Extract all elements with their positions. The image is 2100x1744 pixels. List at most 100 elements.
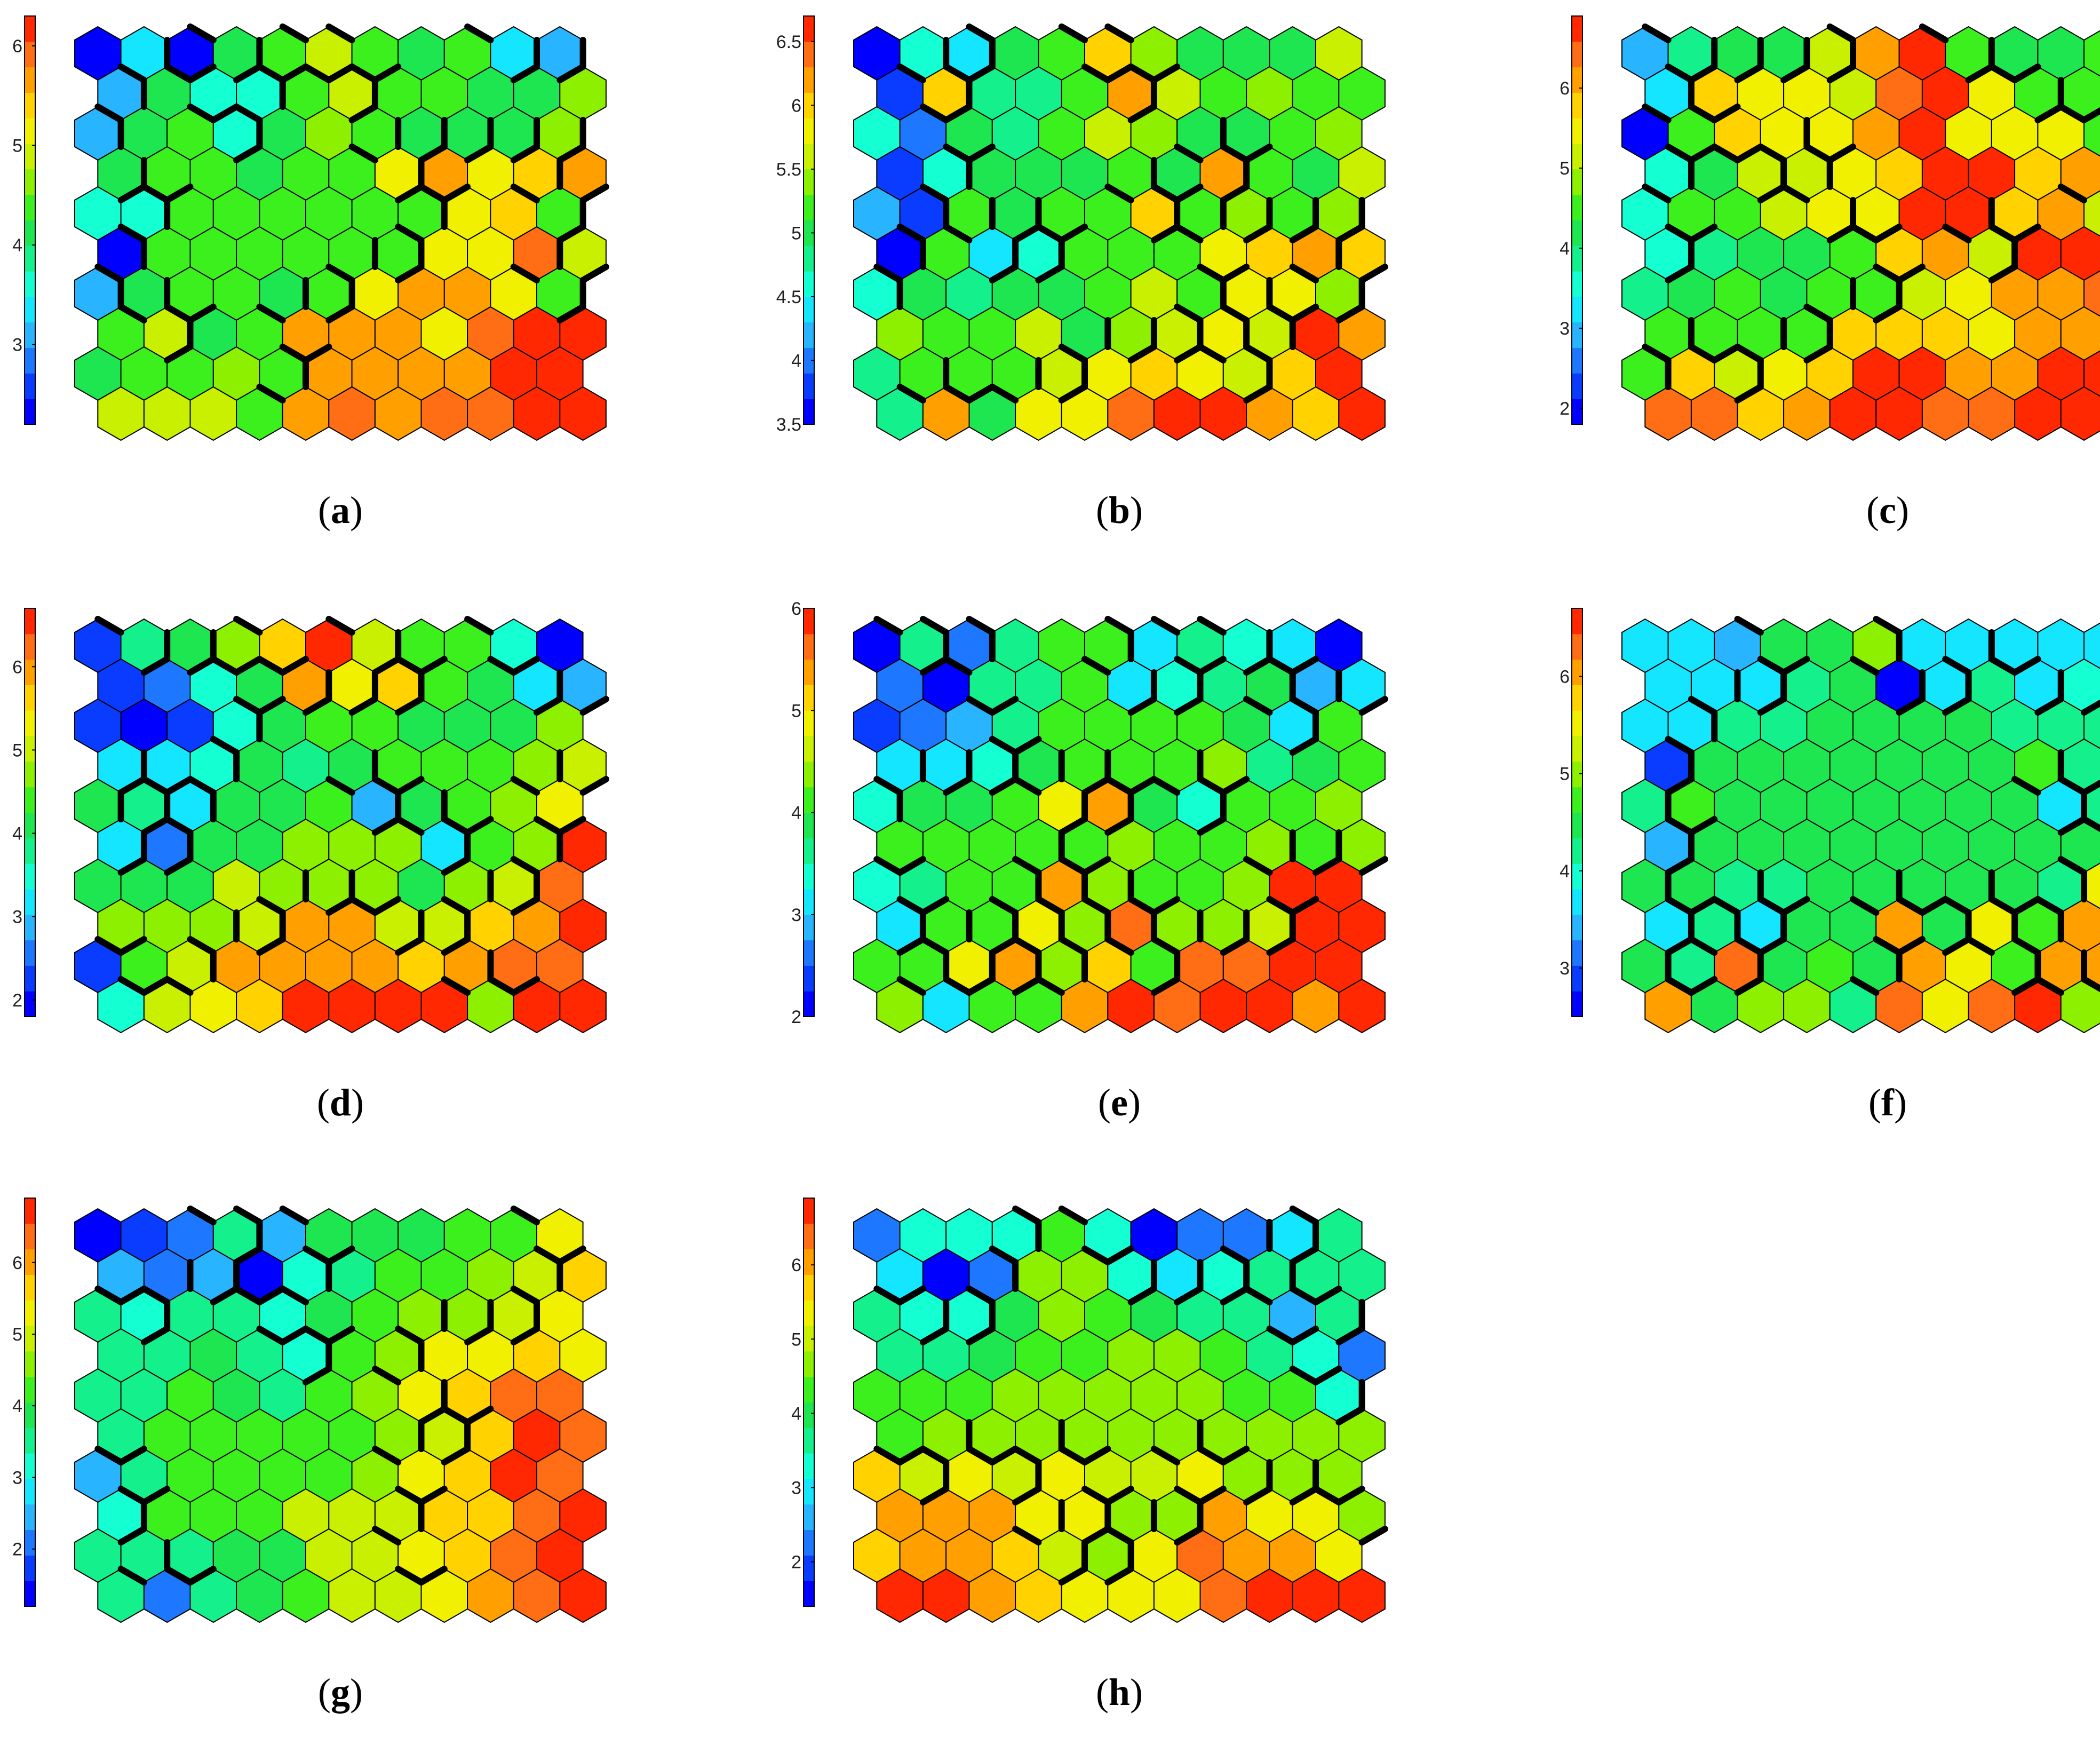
cluster-boundary (187, 656, 217, 676)
cluster-boundary (464, 1406, 494, 1425)
cluster-boundary (1081, 1446, 1111, 1465)
cluster-boundary (1012, 1206, 1042, 1225)
cluster-boundary (1803, 144, 1833, 163)
colorbar-segment (25, 373, 35, 399)
cluster-boundary (1174, 224, 1204, 243)
colorbar-segment (25, 1274, 35, 1301)
colorbar-frame (803, 15, 815, 425)
cluster-boundary (1289, 1286, 1319, 1305)
cluster-boundary (1197, 1486, 1227, 1505)
cluster-boundary (1081, 856, 1111, 876)
cluster-boundary (233, 1286, 263, 1305)
colorbar-segment (25, 736, 35, 762)
colorbar-segment (25, 1402, 35, 1428)
colorbar-segment (1572, 787, 1582, 813)
colorbar-tick-label: 2 (791, 1552, 801, 1573)
cluster-boundary (1243, 344, 1273, 363)
cluster-boundary (534, 1246, 563, 1265)
cluster-boundary (1150, 224, 1181, 243)
cluster-boundary (1035, 264, 1065, 283)
cluster-boundary (441, 856, 471, 876)
cluster-boundary (1688, 816, 1718, 836)
colorbar-tick-label: 4 (12, 235, 22, 256)
cluster-boundary (1174, 184, 1204, 203)
cluster-boundary (1757, 656, 1787, 676)
colorbar-segment (25, 169, 35, 195)
cluster-boundary (1289, 1486, 1319, 1505)
colorbar-segment (804, 863, 814, 890)
cluster-boundary (117, 64, 147, 83)
cluster-boundary (1127, 696, 1157, 716)
cluster-boundary (1266, 1326, 1296, 1345)
cluster-boundary (1942, 936, 1972, 956)
cluster-boundary (966, 1326, 996, 1345)
colorbar-segment (1572, 965, 1582, 992)
colorbar-segment (25, 914, 35, 941)
cluster-boundary (1150, 976, 1181, 996)
cluster-boundary (418, 1566, 448, 1586)
cluster-boundary (395, 184, 425, 203)
colorbar-segment (804, 940, 814, 966)
cluster-boundary (395, 1486, 425, 1505)
cluster-boundary (556, 144, 586, 163)
colorbar-segment (1572, 863, 1582, 890)
cluster-boundary (1012, 1526, 1042, 1545)
cluster-boundary (510, 976, 540, 996)
cluster-boundary (1150, 184, 1181, 203)
colorbar-tick-label: 5 (791, 701, 801, 721)
cluster-boundary (1243, 1286, 1273, 1305)
cluster-boundary (371, 816, 402, 836)
cluster-boundary (966, 1446, 996, 1465)
hex-cell (1338, 386, 1386, 441)
cluster-boundary (1358, 856, 1388, 876)
cluster-boundary (1335, 304, 1365, 323)
caption-g: (g) (317, 1671, 363, 1714)
colorbar-frame (803, 1198, 815, 1607)
colorbar-tick-label: 4 (791, 1404, 801, 1424)
cluster-boundary (989, 1246, 1019, 1265)
cluster-boundary (1058, 344, 1088, 363)
cluster-boundary (1358, 1526, 1388, 1545)
cluster-boundary (510, 656, 540, 676)
cluster-boundary (1220, 184, 1250, 203)
cluster-boundary (510, 856, 540, 876)
colorbar-segment (25, 633, 35, 660)
colorbar-segment (804, 1504, 814, 1531)
cluster-boundary (1734, 144, 1764, 163)
colorbar-segment (1572, 296, 1582, 323)
colorbar-segment (25, 1249, 35, 1275)
colorbar-segment (25, 761, 35, 788)
cluster-boundary (2011, 656, 2041, 676)
colorbar-segment (804, 1376, 814, 1402)
cluster-boundary (1220, 1446, 1250, 1465)
som-map-a: 3 4 5 6 (12, 15, 609, 441)
cluster-boundary (1150, 896, 1181, 916)
cluster-boundary (1150, 1446, 1181, 1465)
colorbar-segment (1572, 633, 1582, 660)
cluster-boundary (1289, 696, 1319, 716)
som-map-f: 3 4 5 6 (1560, 608, 2100, 1034)
colorbar-tick-label: 3 (791, 905, 801, 925)
colorbar-segment (25, 41, 35, 68)
cluster-boundary (371, 64, 402, 83)
cluster-boundary (2057, 816, 2088, 836)
cluster-boundary (1358, 264, 1388, 283)
colorbar-segment (25, 322, 35, 348)
cluster-boundary (1012, 736, 1042, 756)
cluster-boundary (1058, 856, 1088, 876)
cluster-boundary (1780, 896, 1810, 916)
cluster-boundary (325, 896, 355, 916)
cluster-boundary (279, 1286, 309, 1305)
hex-cell (2060, 386, 2100, 441)
cluster-boundary (164, 1566, 194, 1586)
cluster-boundary (510, 1286, 540, 1305)
cluster-boundary (325, 616, 355, 636)
cluster-boundary (1174, 1526, 1204, 1545)
colorbar-segment (25, 1300, 35, 1326)
cluster-boundary (1780, 656, 1810, 676)
cluster-boundary (943, 224, 973, 243)
cluster-boundary (1243, 1486, 1273, 1505)
cluster-boundary (117, 224, 147, 243)
cluster-boundary (896, 384, 926, 403)
cluster-boundary (348, 104, 378, 123)
